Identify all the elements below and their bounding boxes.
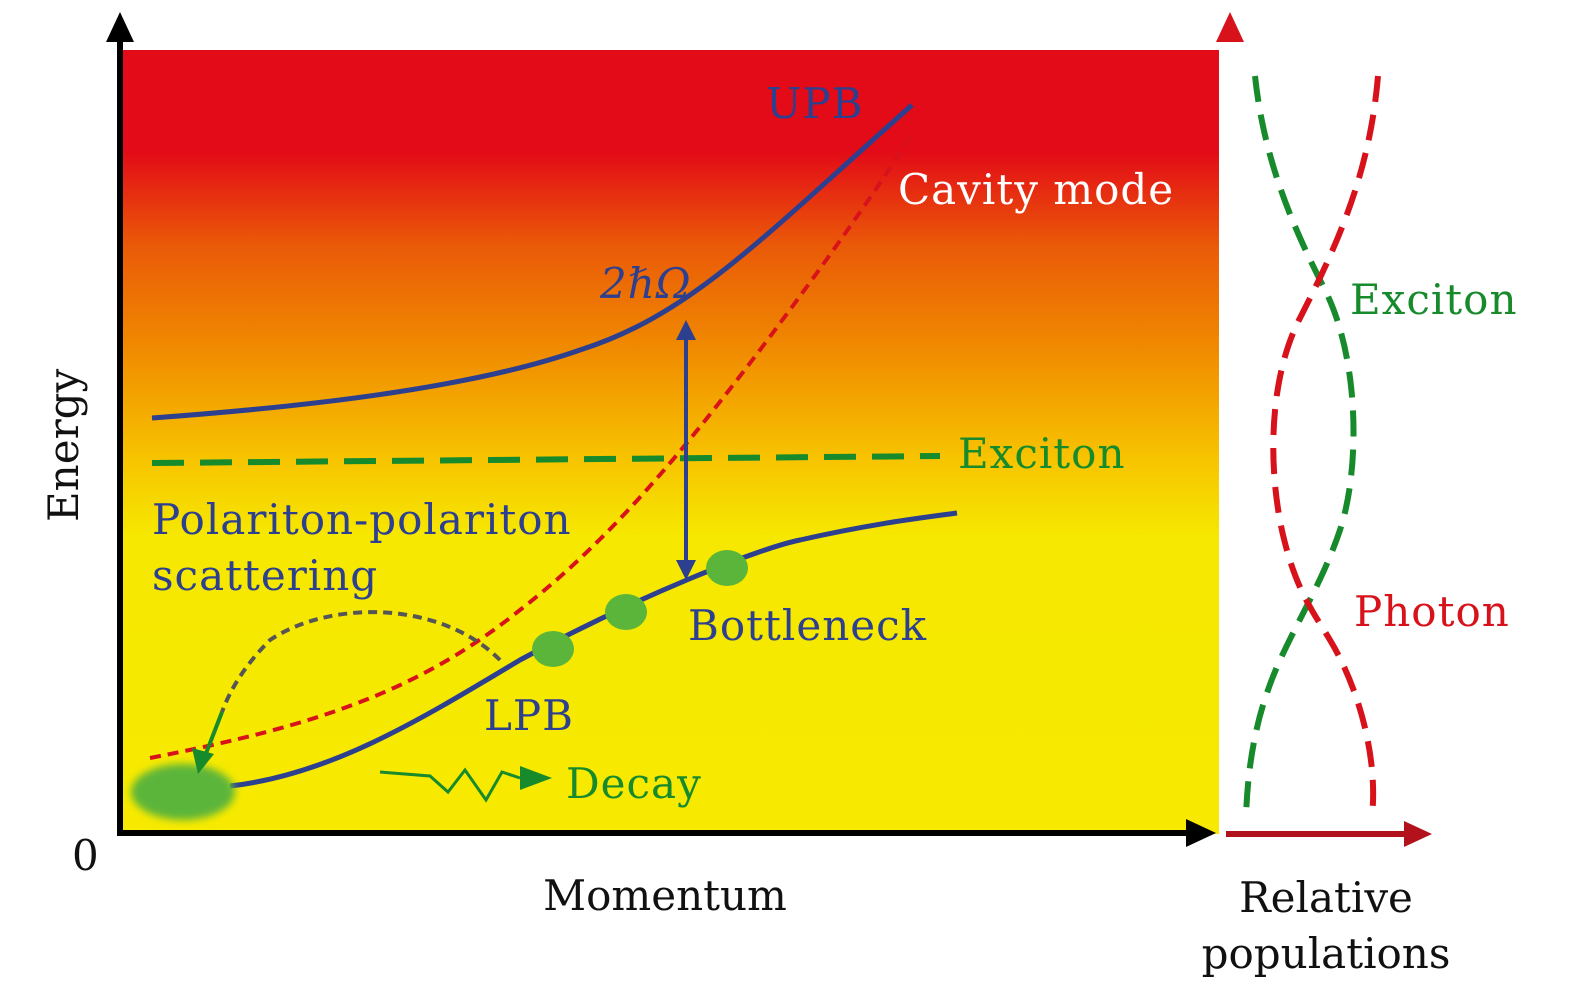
population-axis-label-line1: Relative: [1239, 873, 1413, 922]
bottleneck-dot: [605, 594, 647, 630]
decay-label: Decay: [566, 759, 702, 808]
condensate-blob: [131, 764, 235, 820]
origin-label: 0: [72, 831, 99, 880]
cavity-mode-curve: [149, 128, 917, 760]
decay-zigzag: [379, 767, 521, 803]
population-axis-label-line2: populations: [1202, 929, 1451, 978]
scattering-arrowhead: [192, 748, 214, 774]
exciton-line: [151, 453, 941, 466]
scattering-label-line1: Polariton-polariton: [152, 495, 572, 544]
decay-arrowhead: [520, 766, 552, 790]
cavity-mode-label: Cavity mode: [898, 165, 1174, 214]
bottleneck-dot: [532, 631, 574, 667]
photon-population-curve: [1270, 75, 1381, 817]
rabi-splitting-label: 2ℏΩ: [599, 259, 692, 308]
energy-gradient-background: [121, 50, 1219, 834]
bottleneck-dot: [706, 550, 748, 586]
lower-polariton-branch: [229, 510, 958, 789]
scattering-label-line2: scattering: [152, 551, 378, 600]
exciton-label: Exciton: [958, 429, 1126, 478]
upb-label: UPB: [766, 79, 864, 128]
bottleneck-label: Bottleneck: [688, 601, 927, 650]
momentum-axis-label: Momentum: [543, 871, 787, 920]
population-exciton-label: Exciton: [1350, 275, 1518, 324]
upper-polariton-branch: [151, 103, 914, 421]
exciton-population-curve: [1243, 75, 1357, 817]
population-horizontal-arrowhead: [1404, 821, 1432, 847]
energy-axis-label: Energy: [39, 368, 88, 522]
lpb-label: LPB: [484, 691, 574, 740]
scattering-arrow-shaft: [203, 711, 224, 757]
scattering-arc: [220, 610, 502, 713]
energy-axis-arrowhead: [106, 12, 134, 42]
population-axis-arrowhead: [1216, 12, 1244, 42]
momentum-axis-arrowhead: [1186, 819, 1216, 847]
population-photon-label: Photon: [1354, 587, 1510, 636]
